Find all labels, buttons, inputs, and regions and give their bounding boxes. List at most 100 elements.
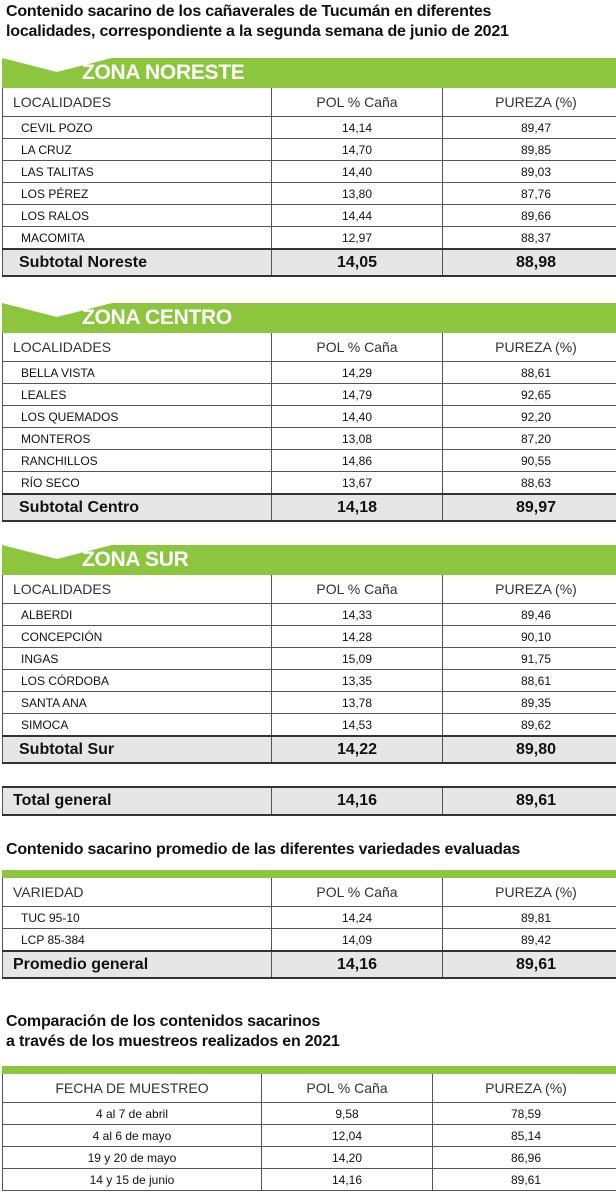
col-header-localidades: LOCALIDADES: [2, 575, 272, 604]
cell-variedad: LCP 85-384: [2, 928, 272, 952]
main-title: Contenido sacarino de los cañaverales de…: [0, 2, 616, 42]
cell-pureza: 89,42: [442, 928, 616, 952]
col-header-pol: POL % Caña: [271, 333, 443, 362]
zone-header-bar: ZONA NORESTE: [2, 58, 616, 88]
subtotal-pureza: 89,97: [442, 493, 616, 522]
cell-pureza: 91,75: [442, 647, 616, 670]
col-header-pureza: PUREZA (%): [442, 575, 616, 604]
cell-pureza: 90,55: [442, 449, 616, 472]
table-row: LOS CÓRDOBA 13,35 88,61: [2, 669, 616, 692]
table-row: LEALES 14,79 92,65: [2, 383, 616, 406]
table-header-row: VARIEDAD POL % Caña PUREZA (%): [2, 878, 616, 907]
subtotal-pol: 14,22: [271, 735, 443, 764]
cell-pol: 13,08: [271, 427, 443, 450]
cell-pol: 14,70: [271, 138, 443, 161]
cell-fecha: 19 y 20 de mayo: [2, 1146, 262, 1169]
cell-localidad: SANTA ANA: [2, 691, 272, 714]
table-header-row: LOCALIDADES POL % Caña PUREZA (%): [2, 575, 616, 604]
notch-icon: [2, 545, 112, 559]
cell-localidad: LA CRUZ: [2, 138, 272, 161]
subtotal-label: Subtotal Centro: [2, 493, 272, 522]
main-title-line1: Contenido sacarino de los cañaverales de…: [6, 3, 492, 20]
zone-table: LOCALIDADES POL % Caña PUREZA (%) ALBERD…: [2, 575, 616, 764]
cell-localidad: RANCHILLOS: [2, 449, 272, 472]
col-header-pol: POL % Caña: [271, 878, 443, 907]
col-header-pureza: PUREZA (%): [442, 878, 616, 907]
total-table: Total general 14,16 89,61: [2, 786, 616, 816]
cell-fecha: 14 y 15 de junio: [2, 1168, 262, 1191]
zone-title: ZONA CENTRO: [82, 306, 232, 329]
cell-localidad: ALBERDI: [2, 603, 272, 626]
table-row: ALBERDI 14,33 89,46: [2, 603, 616, 626]
table-row: 14 y 15 de junio 14,16 89,61: [2, 1168, 616, 1191]
cell-localidad: RÍO SECO: [2, 471, 272, 495]
table-row: INGAS 15,09 91,75: [2, 647, 616, 670]
subtotal-pol: 14,05: [271, 248, 443, 277]
cell-pureza: 92,65: [442, 383, 616, 406]
total-row: Total general 14,16 89,61: [2, 786, 616, 816]
cell-fecha: 4 al 7 de abril: [2, 1102, 262, 1125]
cell-pureza: 88,61: [442, 669, 616, 692]
table-row: TUC 95-10 14,24 89,81: [2, 906, 616, 929]
average-label: Promedio general: [2, 950, 272, 979]
table-row: LAS TALITAS 14,40 89,03: [2, 160, 616, 183]
varieties-accent-bar: [2, 870, 616, 878]
cell-pureza: 89,47: [442, 116, 616, 139]
comparison-accent-bar: [2, 1066, 616, 1074]
cell-pol: 14,28: [271, 625, 443, 648]
table-row: MACOMITA 12,97 88,37: [2, 226, 616, 250]
subtotal-label: Subtotal Sur: [2, 735, 272, 764]
table-row: BELLA VISTA 14,29 88,61: [2, 361, 616, 384]
varieties-section: Contenido sacarino promedio de las difer…: [0, 840, 616, 979]
table-header-row: LOCALIDADES POL % Caña PUREZA (%): [2, 88, 616, 117]
notch-icon: [2, 303, 112, 317]
col-header-variedad: VARIEDAD: [2, 878, 272, 907]
cell-pureza: 90,10: [442, 625, 616, 648]
col-header-localidades: LOCALIDADES: [2, 88, 272, 117]
col-header-pol: POL % Caña: [261, 1074, 433, 1103]
cell-pol: 12,04: [261, 1124, 433, 1147]
comparison-section: Comparación de los contenidos sacarinos …: [0, 1012, 616, 1191]
cell-pureza: 87,20: [442, 427, 616, 450]
table-row: LA CRUZ 14,70 89,85: [2, 138, 616, 161]
cell-localidad: LAS TALITAS: [2, 160, 272, 183]
cell-pureza: 88,63: [442, 471, 616, 495]
cell-pol: 14,29: [271, 361, 443, 384]
cell-pol: 13,67: [271, 471, 443, 495]
zone-title: ZONA SUR: [82, 548, 189, 571]
varieties-title: Contenido sacarino promedio de las difer…: [6, 841, 521, 858]
col-header-localidades: LOCALIDADES: [2, 333, 272, 362]
cell-pureza: 92,20: [442, 405, 616, 428]
table-row: 4 al 7 de abril 9,58 78,59: [2, 1102, 616, 1125]
cell-localidad: BELLA VISTA: [2, 361, 272, 384]
table-row: SIMOCA 14,53 89,62: [2, 713, 616, 737]
average-row: Promedio general 14,16 89,61: [2, 950, 616, 979]
table-row: RÍO SECO 13,67 88,63: [2, 471, 616, 495]
cell-pureza: 88,37: [442, 226, 616, 250]
col-header-fecha: FECHA DE MUESTREO: [2, 1074, 262, 1103]
cell-pureza: 78,59: [432, 1102, 616, 1125]
table-row: CONCEPCIÓN 14,28 90,10: [2, 625, 616, 648]
zone-centro-section: ZONA CENTRO LOCALIDADES POL % Caña PUREZ…: [0, 303, 616, 522]
table-row: LOS QUEMADOS 14,40 92,20: [2, 405, 616, 428]
cell-pureza: 89,35: [442, 691, 616, 714]
comparison-table: FECHA DE MUESTREO POL % Caña PUREZA (%) …: [2, 1074, 616, 1191]
table-row: LCP 85-384 14,09 89,42: [2, 928, 616, 952]
table-row: RANCHILLOS 14,86 90,55: [2, 449, 616, 472]
cell-pol: 14,79: [271, 383, 443, 406]
cell-pol: 14,44: [271, 204, 443, 227]
cell-pol: 14,24: [271, 906, 443, 929]
cell-pureza: 85,14: [432, 1124, 616, 1147]
col-header-pol: POL % Caña: [271, 575, 443, 604]
table-row: SANTA ANA 13,78 89,35: [2, 691, 616, 714]
table-row: 19 y 20 de mayo 14,20 86,96: [2, 1146, 616, 1169]
col-header-pol: POL % Caña: [271, 88, 443, 117]
cell-pureza: 86,96: [432, 1146, 616, 1169]
cell-variedad: TUC 95-10: [2, 906, 272, 929]
table-row: CEVIL POZO 14,14 89,47: [2, 116, 616, 139]
comparison-title-line2: a través de los muestreos realizados en …: [6, 1033, 340, 1050]
cell-localidad: SIMOCA: [2, 713, 272, 737]
cell-pol: 9,58: [261, 1102, 433, 1125]
subtotal-pureza: 88,98: [442, 248, 616, 277]
cell-pol: 14,40: [271, 160, 443, 183]
